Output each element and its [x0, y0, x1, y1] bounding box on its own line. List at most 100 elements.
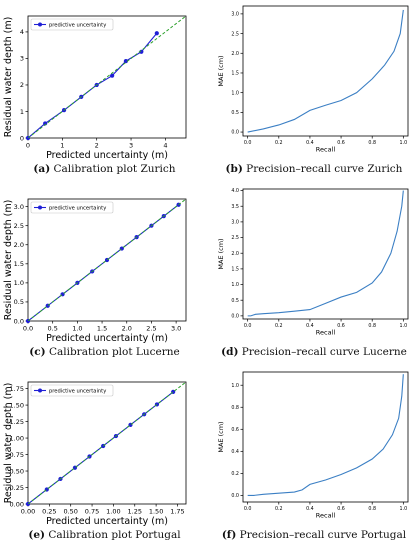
caption-d: (d) Precision–recall curve Lucerne: [209, 346, 419, 358]
legend-box: [30, 18, 114, 31]
legend-marker: [38, 205, 42, 210]
x-tick-label: 0: [26, 142, 30, 150]
y-axis-label: Residual water depth (m): [3, 200, 14, 321]
y-tick-label: 0.8: [231, 405, 239, 411]
y-axis-label: MAE (cm): [217, 421, 225, 452]
x-axis-label: Recall: [316, 328, 336, 336]
x-tick-label: 0.2: [275, 140, 283, 146]
y-tick-label: 2.0: [14, 241, 24, 249]
x-tick-label: 0.2: [275, 323, 283, 329]
caption-text: Calibration plot Lucerne: [48, 346, 180, 358]
x-tick-label: 0.2: [275, 506, 283, 512]
y-tick-label: 0.00: [10, 500, 24, 508]
data-point: [123, 58, 128, 64]
x-tick-label: 0.25: [42, 508, 56, 516]
y-axis-label: MAE (cm): [217, 238, 225, 269]
y-tick-label: 3: [20, 55, 24, 63]
y-tick-label: 1.0: [231, 282, 239, 288]
chart-b: 0.0 0.2 0.4 0.6 0.8 1.0 0.0 0.5 1.0 1.5 2.0 2.5 3.0 R…: [217, 5, 409, 153]
y-tick-label: 1.00: [10, 434, 24, 442]
caption-letter: (c): [29, 346, 46, 358]
caption-text: Calibration plot Portugal: [48, 529, 181, 541]
x-tick-label: 2.5: [146, 325, 156, 333]
legend-box: [30, 201, 114, 214]
caption-e: (e) Calibration plot Portugal: [0, 529, 209, 541]
x-axis-label: Predicted uncertainty (m): [46, 150, 168, 161]
x-tick-label: 0.8: [368, 323, 376, 329]
y-tick-label: 2.0: [231, 51, 239, 57]
x-tick-label: 1.25: [128, 508, 142, 516]
data-point: [154, 31, 159, 36]
figure-d: 0.0 0.2 0.4 0.6 0.8 1.0 0.0 0.5 1.0 1.5 2.0 2.5 3.0 3…: [209, 183, 419, 366]
caption-b: (b) Precision–recall curve Zurich: [209, 163, 419, 175]
y-tick-label: 0.5: [14, 298, 24, 306]
x-tick-label: 0.4: [306, 506, 314, 512]
y-tick-label: 0.5: [231, 110, 239, 116]
y-tick-label: 0.2: [231, 471, 239, 477]
x-tick-label: 0.0: [244, 323, 252, 329]
y-tick-label: 3.0: [231, 220, 239, 226]
x-tick-label: 0.6: [337, 140, 345, 146]
y-tick-label: 1.25: [10, 418, 24, 426]
y-axis-label: MAE (cm): [217, 55, 225, 86]
x-tick-label: 0.6: [337, 506, 345, 512]
y-tick-label: 1.5: [14, 260, 24, 268]
y-tick-label: 2: [20, 81, 24, 89]
caption-text: Precision–recall curve Portugal: [239, 529, 407, 541]
plot-frame: [242, 188, 409, 320]
x-axis-label: Recall: [316, 145, 336, 153]
y-tick-label: 2.5: [231, 31, 239, 37]
y-tick-label: 3.0: [14, 203, 24, 211]
figure-e: 0.00 0.25 0.50 0.75 1.00 1.25 1.50 1.75 0.00 0.25…: [0, 366, 209, 550]
x-axis-label: Predicted uncertainty (m): [46, 516, 168, 527]
caption-letter: (f): [221, 529, 237, 541]
y-tick-label: 1.50: [10, 401, 24, 409]
y-tick-label: 1.5: [231, 267, 239, 273]
x-tick-label: 1: [60, 142, 64, 150]
series-line: [247, 9, 404, 133]
y-tick-label: 1.5: [231, 71, 239, 77]
x-tick-label: 0.8: [368, 140, 376, 146]
caption-c: (c) Calibration plot Lucerne: [0, 346, 209, 358]
y-tick-label: 3.5: [231, 204, 239, 210]
y-tick-label: 0.0: [231, 314, 239, 320]
legend-marker: [38, 388, 42, 393]
x-tick-label: 0.6: [337, 323, 345, 329]
x-tick-label: 3.0: [171, 325, 181, 333]
legend-marker: [38, 22, 42, 27]
x-tick-label: 2.0: [122, 325, 132, 333]
figure-c: 0.0 0.5 1.0 1.5 2.0 2.5 3.0 0.0 0.5 1.0 1.5 2.0 2.5 3…: [0, 183, 209, 366]
data-point: [110, 73, 115, 78]
y-tick-label: 1.0: [231, 90, 239, 96]
y-tick-label: 1: [20, 108, 24, 116]
x-tick-label: 1.75: [170, 508, 184, 516]
figure-f: 0.0 0.2 0.4 0.6 0.8 1.0 0.0 0.2 0.4 0.6 0.8 1.0 Reca…: [209, 366, 419, 550]
legend-label: predictive uncertainty: [49, 23, 106, 29]
x-tick-label: 4: [163, 142, 167, 150]
y-tick-label: 1.0: [231, 383, 239, 389]
y-tick-label: 0.0: [231, 130, 239, 136]
figure-a: 0 1 2 3 4 0 1 2 3 4 Predicted uncertainty (m) Resid…: [0, 0, 209, 183]
legend-label: predictive uncertainty: [49, 206, 106, 212]
y-tick-label: 0.50: [10, 467, 24, 475]
y-tick-label: 0.6: [231, 427, 239, 433]
caption-letter: (b): [225, 163, 243, 175]
y-tick-label: 4.0: [231, 188, 239, 194]
x-axis-label: Predicted uncertainty (m): [46, 333, 168, 344]
x-tick-label: 1.50: [149, 508, 163, 516]
y-tick-label: 0.75: [10, 451, 24, 459]
x-tick-label: 0.75: [85, 508, 99, 516]
x-tick-label: 0.8: [368, 506, 376, 512]
chart-f: 0.0 0.2 0.4 0.6 0.8 1.0 0.0 0.2 0.4 0.6 0.8 1.0 Reca…: [217, 371, 409, 519]
x-tick-label: 0.00: [21, 508, 35, 516]
caption-a: (a) Calibration plot Zurich: [0, 163, 209, 175]
y-tick-label: 1.75: [10, 385, 24, 393]
y-tick-label: 2.0: [231, 251, 239, 257]
caption-f: (f) Precision–recall curve Portugal: [209, 529, 419, 541]
caption-text: Precision–recall curve Lucerne: [241, 346, 407, 358]
x-tick-label: 1.00: [106, 508, 120, 516]
plot-frame: [242, 5, 409, 137]
y-tick-label: 2.5: [231, 235, 239, 241]
caption-text: Precision–recall curve Zurich: [246, 163, 403, 175]
